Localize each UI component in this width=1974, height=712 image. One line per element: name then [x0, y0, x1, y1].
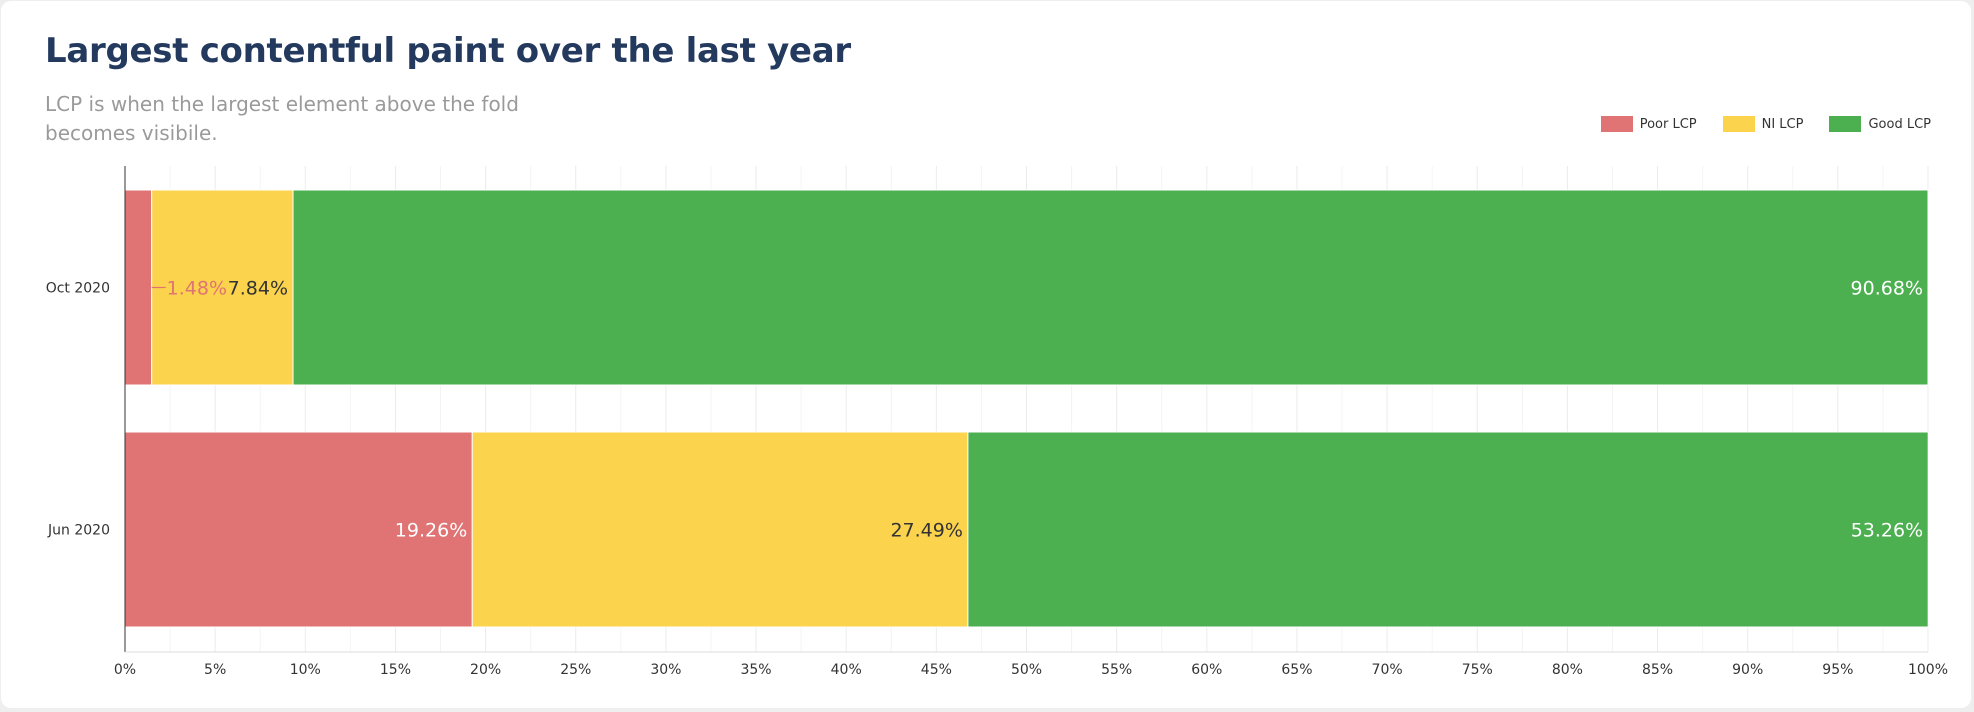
data-label: 53.26% [1851, 520, 1923, 542]
data-label: 19.26% [395, 520, 467, 542]
legend-label-good-lcp: Good LCP [1868, 116, 1931, 132]
x-tick-label: 50% [1011, 662, 1042, 678]
legend-swatch-poor-lcp [1600, 116, 1633, 132]
data-label: 7.84% [228, 278, 288, 300]
legend-item-ni-lcp[interactable]: NI LCP [1722, 116, 1804, 132]
bar-segment[interactable] [471, 431, 969, 628]
x-tick-label: 60% [1191, 662, 1222, 678]
legend-item-poor-lcp[interactable]: Poor LCP [1600, 116, 1697, 132]
x-tick-label: 75% [1462, 662, 1493, 678]
x-tick-label: 15% [380, 662, 411, 678]
x-tick-label: 90% [1732, 662, 1763, 678]
x-tick-label: 40% [831, 662, 862, 678]
x-tick-label: 80% [1552, 662, 1583, 678]
legend-label-ni-lcp: NI LCP [1761, 116, 1804, 132]
x-tick-label: 55% [1101, 662, 1132, 678]
x-tick-label: 5% [204, 662, 226, 678]
bar-segment[interactable] [967, 431, 1929, 628]
x-tick-label: 70% [1372, 662, 1403, 678]
x-tick-label: 85% [1642, 662, 1673, 678]
legend-label-poor-lcp: Poor LCP [1639, 116, 1697, 132]
x-tick-label: 45% [921, 662, 952, 678]
x-tick-label: 95% [1822, 662, 1853, 678]
x-tick-label: 0% [114, 662, 136, 678]
category-label: Oct 2020 [46, 281, 110, 297]
x-tick-label: 25% [560, 662, 591, 678]
bar-segment[interactable] [292, 189, 1929, 386]
bar-segment[interactable] [124, 431, 473, 628]
chart-subtitle: LCP is when the largest element above th… [45, 92, 519, 145]
x-tick-label: 65% [1281, 662, 1312, 678]
category-label: Jun 2020 [47, 523, 110, 539]
x-tick-label: 30% [650, 662, 681, 678]
legend-swatch-good-lcp [1829, 116, 1862, 132]
data-label: 90.68% [1851, 278, 1923, 300]
legend: Poor LCP NI LCP Good LCP [1600, 116, 1931, 132]
chart-title: Largest contentful paint over the last y… [45, 31, 851, 71]
bar-segment[interactable] [151, 189, 294, 386]
x-tick-label: 20% [470, 662, 501, 678]
legend-swatch-ni-lcp [1722, 116, 1755, 132]
data-label: 27.49% [890, 520, 962, 542]
x-tick-label: 10% [290, 662, 321, 678]
legend-item-good-lcp[interactable]: Good LCP [1829, 116, 1931, 132]
x-tick-label: 100% [1908, 662, 1948, 678]
bar-segment[interactable] [124, 189, 153, 386]
data-label: 1.48% [167, 278, 227, 300]
x-tick-label: 35% [740, 662, 771, 678]
